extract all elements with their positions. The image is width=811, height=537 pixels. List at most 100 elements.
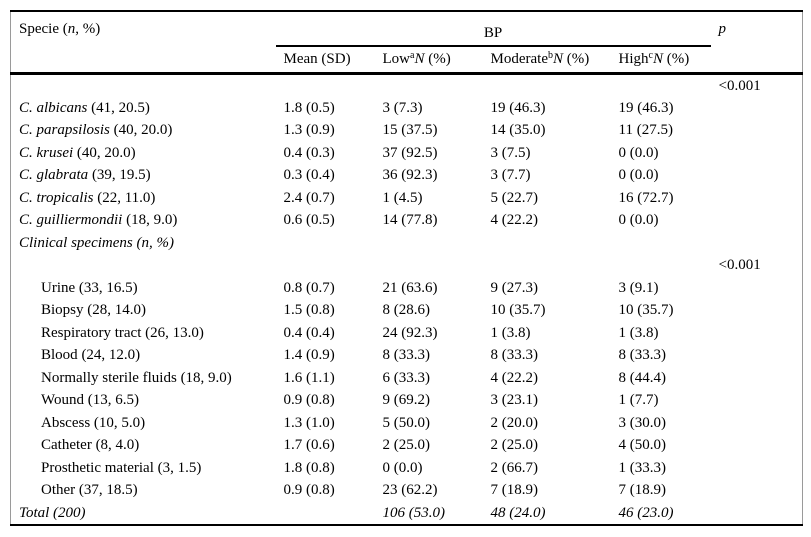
table-row: Other (37, 18.5) 0.9 (0.8) 23 (62.2) 7 (18.… bbox=[11, 479, 803, 502]
table-row: Urine (33, 16.5) 0.8 (0.7) 21 (63.6) 9 (27.… bbox=[11, 277, 803, 300]
cell-moderate: 1 (3.8) bbox=[490, 324, 531, 341]
specie-header-prefix: Specie ( bbox=[19, 21, 68, 37]
cell-low: 3 (7.3) bbox=[382, 99, 423, 116]
cell-p bbox=[711, 232, 803, 255]
row-label: Catheter (8, 4.0) bbox=[41, 437, 140, 454]
low-suffix: (%) bbox=[424, 50, 451, 67]
cell-high bbox=[611, 73, 711, 97]
cell-low: 5 (50.0) bbox=[382, 414, 431, 431]
moderate-label: Moderate bbox=[490, 50, 548, 67]
cell-p bbox=[711, 97, 803, 120]
moderate-n-symbol: N bbox=[552, 50, 563, 67]
cell-p bbox=[711, 142, 803, 165]
cell-high: 1 (3.8) bbox=[618, 324, 659, 341]
cell-p bbox=[711, 457, 803, 480]
cell-high: 1 (7.7) bbox=[618, 392, 659, 409]
col-group-header-bp: BP bbox=[275, 11, 711, 47]
cell-moderate bbox=[483, 73, 611, 97]
row-name: Prosthetic material bbox=[41, 459, 154, 476]
row-name: Respiratory tract bbox=[41, 324, 142, 341]
high-footnote-mark: c bbox=[648, 49, 653, 61]
cell-mean bbox=[276, 73, 375, 97]
cell-moderate: 19 (46.3) bbox=[490, 99, 546, 116]
cell-high: 1 (33.3) bbox=[618, 459, 667, 476]
row-label: C. albicans (41, 20.5) bbox=[19, 99, 150, 116]
cell-low: 24 (92.3) bbox=[382, 324, 438, 341]
col-header-low: LowaN (%) bbox=[375, 47, 483, 73]
cell-p: <0.001 bbox=[718, 257, 761, 274]
cell-mean: 0.4 (0.4) bbox=[283, 324, 335, 341]
cell-mean: 1.8 (0.8) bbox=[283, 459, 335, 476]
row-label: C. tropicalis (22, 11.0) bbox=[19, 189, 156, 206]
table-row: Biopsy (28, 14.0) 1.5 (0.8) 8 (28.6) 10 (35… bbox=[11, 299, 803, 322]
high-suffix: (%) bbox=[662, 50, 690, 67]
row-name: C. parapsilosis bbox=[19, 122, 110, 139]
cell-moderate: 2 (20.0) bbox=[490, 414, 539, 431]
cell-p bbox=[711, 412, 803, 435]
cell-mean: 0.4 (0.3) bbox=[283, 144, 335, 161]
table-header: Specie (n, %) BP p Mean (SD) LowaN (%) M… bbox=[10, 11, 803, 73]
cell-high bbox=[611, 254, 711, 277]
cell-moderate: 8 (33.3) bbox=[490, 347, 539, 364]
cell-moderate bbox=[483, 254, 611, 277]
table-row: Catheter (8, 4.0) 1.7 (0.6) 2 (25.0) 2 (25.… bbox=[11, 434, 803, 457]
cell-high: 8 (44.4) bbox=[618, 369, 667, 386]
table-row: Blood (24, 12.0) 1.4 (0.9) 8 (33.3) 8 (33.3… bbox=[11, 344, 803, 367]
cell-high: 11 (27.5) bbox=[618, 122, 673, 139]
cell-mean: 1.5 (0.8) bbox=[283, 302, 335, 319]
cell-low bbox=[375, 254, 483, 277]
table-row: Normally sterile fluids (18, 9.0) 1.6 (1.… bbox=[11, 367, 803, 390]
table-row: C. krusei (40, 20.0) 0.4 (0.3) 37 (92.5) 3 … bbox=[11, 142, 803, 165]
table-row: Respiratory tract (26, 13.0) 0.4 (0.4) 24 … bbox=[11, 322, 803, 345]
cell-low: 15 (37.5) bbox=[382, 122, 438, 139]
cell-low bbox=[375, 232, 483, 255]
row-name: Catheter bbox=[41, 437, 92, 454]
cell-low: 106 (53.0) bbox=[382, 504, 446, 521]
cell-low: 1 (4.5) bbox=[382, 189, 423, 206]
col-header-moderate: ModeratebN (%) bbox=[483, 47, 611, 73]
table-row: Abscess (10, 5.0) 1.3 (1.0) 5 (50.0) 2 (20.… bbox=[11, 412, 803, 435]
low-n-symbol: N bbox=[414, 50, 425, 67]
table-row: Prosthetic material (3, 1.5) 1.8 (0.8) 0 (… bbox=[11, 457, 803, 480]
cell-low: 6 (33.3) bbox=[382, 369, 431, 386]
cell-moderate: 3 (23.1) bbox=[490, 392, 539, 409]
row-name: C. glabrata bbox=[19, 167, 89, 184]
cell-low: 0 (0.0) bbox=[382, 459, 423, 476]
cell-p: <0.001 bbox=[718, 77, 761, 94]
cell-p bbox=[711, 502, 803, 525]
specie-header-suffix: , %) bbox=[75, 21, 101, 37]
row-name: Clinical specimens (n, %) bbox=[19, 234, 174, 251]
row-label: C. parapsilosis (40, 20.0) bbox=[19, 122, 173, 139]
row-name: Normally sterile fluids bbox=[41, 369, 177, 386]
cell-high: 0 (0.0) bbox=[618, 212, 659, 229]
row-name: Urine bbox=[41, 279, 76, 296]
row-label: C. guilliermondii (18, 9.0) bbox=[19, 212, 178, 229]
row-name: Wound bbox=[41, 392, 84, 409]
cell-p bbox=[711, 209, 803, 232]
table-body: <0.001 C. albicans (41, 20.5) 1.8 (0.5) 3 (… bbox=[11, 73, 803, 525]
cell-low: 36 (92.3) bbox=[382, 167, 438, 184]
low-label: Low bbox=[382, 50, 411, 67]
cell-p bbox=[711, 479, 803, 502]
row-label: C. glabrata (39, 19.5) bbox=[19, 167, 151, 184]
header-sub-row: Mean (SD) LowaN (%) ModeratebN (%) Highc… bbox=[11, 47, 803, 73]
cell-p bbox=[711, 277, 803, 300]
row-name: C. albicans bbox=[19, 99, 88, 116]
row-name: Other bbox=[41, 482, 76, 499]
row-label: Urine (33, 16.5) bbox=[41, 279, 138, 296]
row-label: Abscess (10, 5.0) bbox=[41, 414, 146, 431]
cell-low: 9 (69.2) bbox=[382, 392, 431, 409]
row-name: Biopsy bbox=[41, 302, 84, 319]
cell-high bbox=[611, 232, 711, 255]
cell-moderate: 14 (35.0) bbox=[490, 122, 546, 139]
cell-high: 3 (9.1) bbox=[618, 279, 659, 296]
cell-mean: 0.3 (0.4) bbox=[283, 167, 335, 184]
row-label bbox=[11, 254, 276, 277]
cell-p bbox=[711, 299, 803, 322]
cell-moderate: 9 (27.3) bbox=[490, 279, 539, 296]
row-name: Blood bbox=[41, 347, 78, 364]
cell-mean: 0.9 (0.8) bbox=[283, 392, 335, 409]
cell-mean: 1.7 (0.6) bbox=[283, 437, 335, 454]
cell-moderate bbox=[483, 232, 611, 255]
